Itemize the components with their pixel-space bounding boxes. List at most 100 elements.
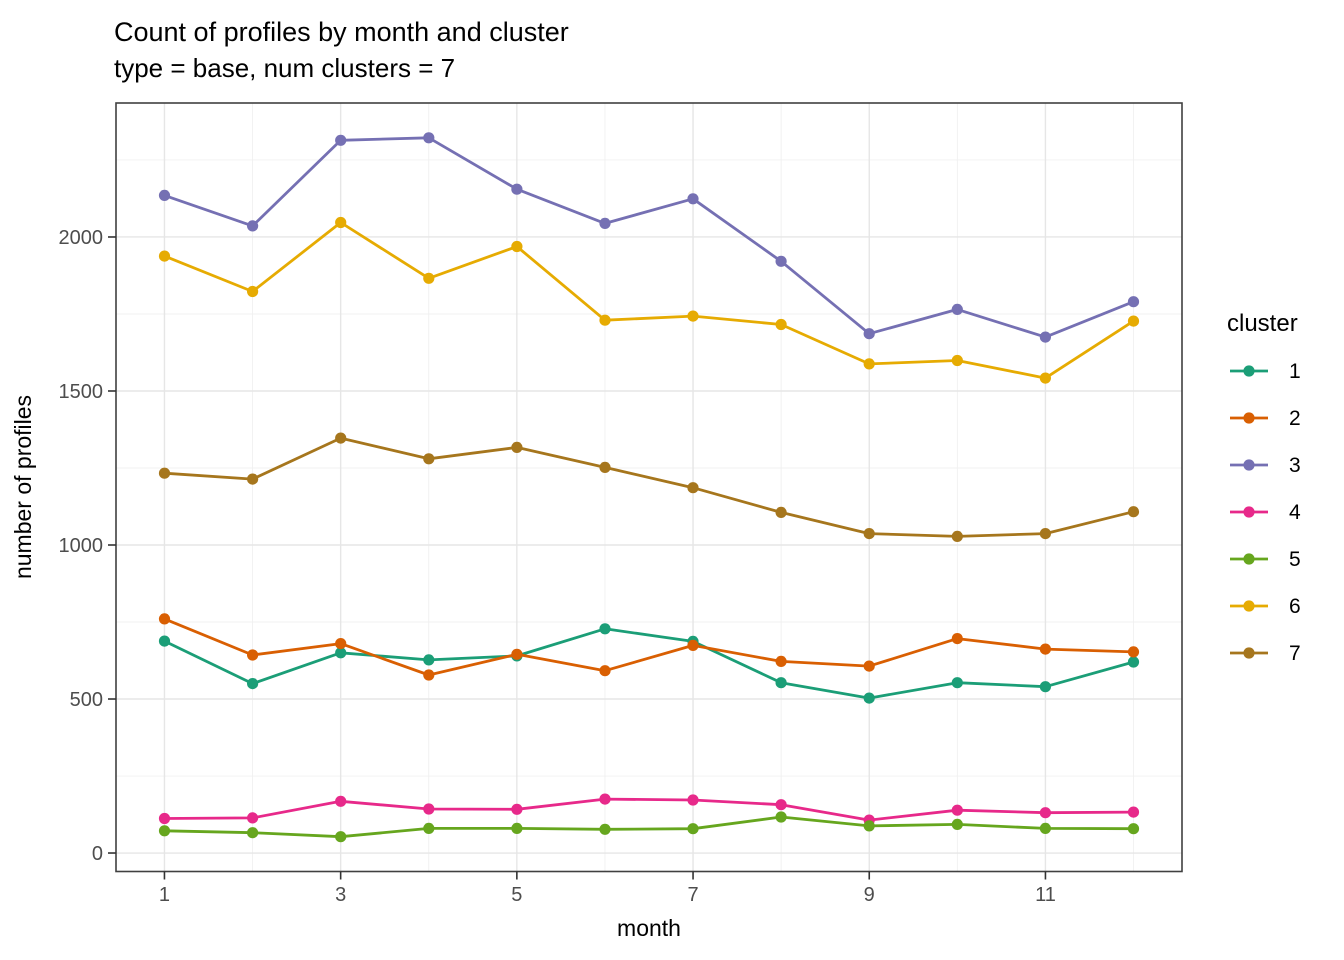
data-point-cluster-3-month-2 — [247, 220, 259, 232]
legend-label-cluster-3: 3 — [1289, 454, 1301, 477]
data-point-cluster-7-month-4 — [423, 453, 435, 465]
data-point-cluster-1-month-3 — [335, 647, 347, 659]
data-point-cluster-4-month-12 — [1127, 806, 1140, 818]
data-point-cluster-3-month-9 — [863, 328, 875, 340]
data-point-cluster-3-month-10 — [951, 303, 963, 315]
data-point-cluster-6-month-4 — [423, 272, 435, 284]
legend-key-point-cluster-6 — [1243, 600, 1255, 612]
data-point-cluster-6-month-1 — [158, 250, 171, 262]
data-point-cluster-1-month-12 — [1127, 656, 1140, 668]
data-point-cluster-2-month-12 — [1127, 646, 1140, 658]
data-point-cluster-7-month-9 — [863, 528, 875, 540]
x-tick-label: 3 — [335, 884, 346, 906]
data-point-cluster-6-month-12 — [1127, 315, 1140, 327]
data-point-cluster-3-month-7 — [687, 193, 699, 205]
data-point-cluster-1-month-1 — [158, 635, 171, 647]
data-point-cluster-6-month-5 — [511, 240, 523, 253]
axis-tick-marks — [108, 236, 1047, 880]
legend-key-point-cluster-4 — [1243, 506, 1255, 518]
data-point-cluster-7-month-3 — [335, 432, 347, 444]
data-point-cluster-7-month-12 — [1127, 506, 1140, 518]
data-point-cluster-1-month-2 — [247, 678, 259, 690]
data-point-cluster-6-month-7 — [687, 310, 699, 322]
legend-key-point-cluster-3 — [1243, 459, 1255, 471]
data-point-cluster-1-month-4 — [423, 654, 435, 666]
legend-label-cluster-7: 7 — [1289, 642, 1301, 665]
legend-label-cluster-4: 4 — [1289, 501, 1301, 524]
x-tick-label: 11 — [1035, 884, 1056, 906]
legend-entry-cluster-6: 6 — [1230, 595, 1301, 618]
data-point-cluster-4-month-4 — [423, 803, 435, 815]
data-point-cluster-2-month-11 — [1039, 643, 1051, 655]
legend-entry-cluster-1: 1 — [1230, 360, 1301, 383]
data-point-cluster-7-month-2 — [247, 473, 259, 485]
gridlines-minor — [116, 103, 1182, 872]
legend-label-cluster-2: 2 — [1289, 407, 1301, 430]
series-cluster-5 — [158, 811, 1140, 843]
data-point-cluster-2-month-2 — [247, 649, 259, 661]
x-tick-label: 7 — [687, 884, 698, 906]
data-point-cluster-4-month-1 — [158, 812, 171, 825]
data-point-cluster-3-month-1 — [158, 189, 171, 201]
series-line-cluster-4 — [163, 797, 1135, 822]
data-point-cluster-1-month-11 — [1039, 681, 1051, 693]
data-point-cluster-1-month-6 — [599, 623, 611, 635]
legend-label-cluster-1: 1 — [1289, 360, 1301, 383]
data-point-cluster-2-month-1 — [158, 613, 171, 625]
data-point-cluster-6-month-3 — [335, 216, 347, 229]
data-point-cluster-2-month-10 — [951, 633, 963, 645]
y-tick-label: 2000 — [59, 227, 104, 249]
series-line-cluster-5 — [163, 815, 1135, 839]
data-series — [158, 132, 1140, 843]
data-point-cluster-4-month-11 — [1039, 807, 1051, 819]
y-axis-label: number of profiles — [10, 395, 36, 579]
data-point-cluster-3-month-11 — [1039, 331, 1051, 343]
data-point-cluster-5-month-9 — [863, 820, 875, 832]
x-tick-label: 9 — [864, 884, 875, 906]
data-point-cluster-4-month-3 — [335, 795, 347, 807]
panel-bg-rect — [116, 103, 1182, 872]
data-point-cluster-4-month-5 — [511, 803, 523, 815]
series-line-cluster-6 — [163, 221, 1135, 380]
series-cluster-3 — [158, 132, 1140, 343]
data-point-cluster-3-month-4 — [423, 132, 435, 144]
chart-title: Count of profiles by month and cluster — [114, 17, 569, 47]
legend-key-point-cluster-1 — [1243, 365, 1255, 377]
data-point-cluster-1-month-9 — [863, 692, 875, 704]
legend-key-point-cluster-7 — [1243, 647, 1255, 659]
data-point-cluster-2-month-9 — [863, 660, 875, 672]
data-point-cluster-7-month-7 — [687, 482, 699, 494]
legend-label-cluster-6: 6 — [1289, 595, 1301, 618]
series-cluster-7 — [158, 432, 1140, 543]
data-point-cluster-5-month-6 — [599, 823, 611, 835]
data-point-cluster-4-month-2 — [247, 812, 259, 824]
x-tick-label: 1 — [159, 884, 170, 906]
legend-title: cluster — [1227, 310, 1298, 337]
legend-entry-cluster-3: 3 — [1230, 454, 1301, 477]
data-point-cluster-5-month-3 — [335, 831, 347, 843]
data-point-cluster-4-month-10 — [951, 804, 963, 816]
data-point-cluster-3-month-6 — [599, 217, 611, 229]
legend-label-cluster-5: 5 — [1289, 548, 1301, 571]
data-point-cluster-4-month-7 — [687, 794, 699, 806]
data-point-cluster-7-month-8 — [775, 506, 787, 518]
panel-background — [116, 103, 1182, 872]
data-point-cluster-6-month-6 — [599, 314, 611, 326]
data-point-cluster-6-month-8 — [775, 318, 787, 331]
series-line-cluster-1 — [163, 627, 1135, 700]
y-tick-label: 1500 — [59, 381, 104, 403]
data-point-cluster-5-month-8 — [775, 811, 787, 823]
data-point-cluster-3-month-8 — [775, 255, 787, 267]
data-point-cluster-2-month-8 — [775, 655, 787, 668]
data-point-cluster-3-month-5 — [511, 183, 523, 195]
series-cluster-6 — [158, 216, 1140, 384]
panel-border — [115, 102, 1183, 873]
data-point-cluster-2-month-6 — [599, 665, 611, 677]
series-cluster-4 — [158, 793, 1140, 826]
legend-entries: 1 2 3 4 5 6 7 — [1230, 360, 1301, 665]
x-axis-label: month — [617, 915, 681, 941]
data-point-cluster-2-month-5 — [511, 648, 523, 660]
legend-entry-cluster-7: 7 — [1230, 642, 1301, 665]
data-point-cluster-5-month-7 — [687, 823, 699, 835]
